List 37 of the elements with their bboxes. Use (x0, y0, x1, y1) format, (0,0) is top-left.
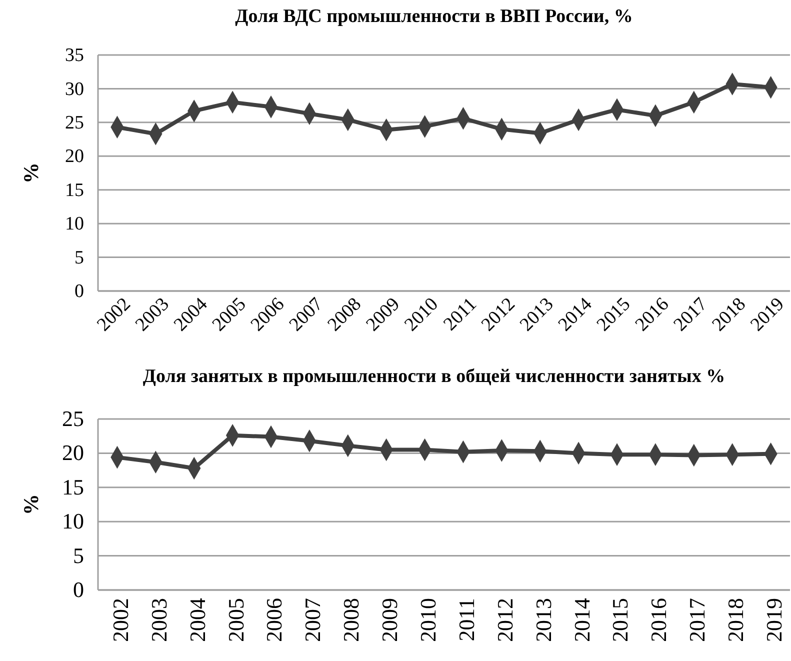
x-tick-label: 2016 (646, 598, 672, 642)
x-tick-label: 2008 (338, 598, 364, 642)
y-tick-label: 25 (65, 112, 84, 134)
x-tick-label: 2003 (146, 598, 172, 642)
y-axis-title: % (19, 494, 43, 515)
y-tick-label: 20 (62, 440, 84, 466)
y-tick-label: 25 (62, 406, 84, 432)
x-tick-label: 2010 (415, 598, 440, 642)
y-tick-label: 15 (65, 180, 84, 201)
x-tick-label: 2004 (184, 598, 210, 642)
y-tick-label: 0 (73, 577, 84, 602)
x-tick-label: 2017 (684, 598, 710, 642)
x-tick-label: 2006 (262, 598, 287, 642)
chart-title: Доля занятых в промышленности в общей численности занятых % (142, 366, 726, 387)
x-tick-label: 2018 (723, 598, 748, 642)
chart-title: Доля ВДС промышленности в ВВП России, % (235, 6, 633, 27)
y-tick-label: 10 (65, 214, 84, 235)
x-tick-label: 2005 (223, 598, 248, 642)
y-tick-label: 5 (74, 247, 84, 268)
x-tick-label: 2013 (530, 598, 556, 642)
x-tick-label: 2012 (492, 598, 518, 642)
x-tick-label: 2011 (454, 598, 479, 642)
x-tick-label: 2011 (440, 294, 481, 336)
x-tick-label: 2015 (608, 598, 633, 642)
x-tick-label: 2009 (377, 598, 402, 642)
x-tick-label: 2014 (569, 598, 594, 642)
y-tick-label: 10 (62, 508, 84, 534)
y-tick-label: 5 (73, 542, 84, 568)
y-tick-label: 30 (65, 78, 84, 100)
y-tick-label: 0 (74, 281, 84, 302)
y-axis-title: % (19, 162, 43, 184)
x-tick-label: 2007 (300, 598, 326, 642)
y-tick-label: 15 (62, 474, 84, 500)
y-tick-label: 35 (65, 45, 84, 66)
x-tick-label: 2002 (108, 598, 133, 642)
y-tick-label: 20 (65, 146, 84, 168)
x-tick-label: 2019 (761, 598, 786, 642)
